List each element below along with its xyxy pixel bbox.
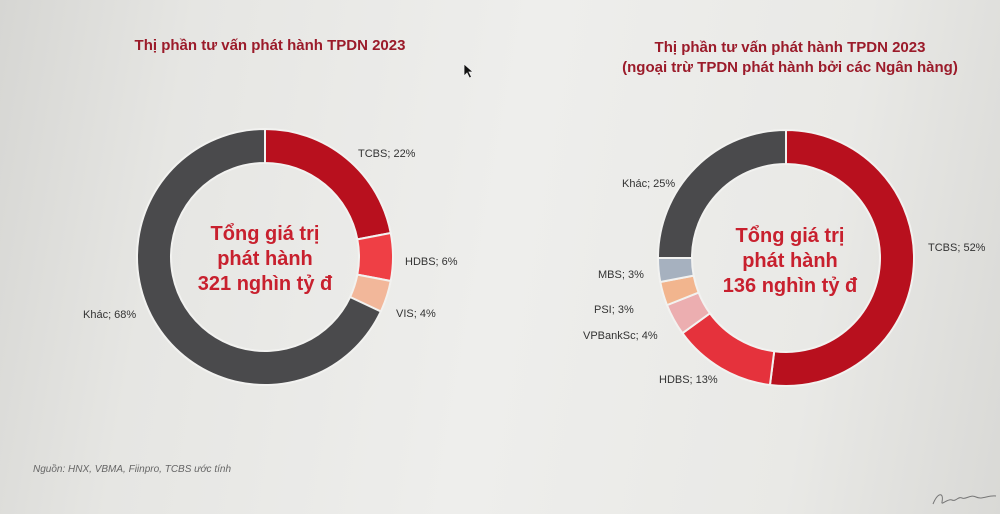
left-center-line-1: Tổng giá trị [210, 223, 320, 245]
left-chart-title: Thị phần tư vấn phát hành TPDN 2023 [60, 36, 480, 56]
right-center-line-1: Tổng giá trị [735, 225, 845, 247]
slice-label-mbs: MBS; 3% [598, 269, 644, 281]
right-center-line-3: 136 nghìn tỷ đ [722, 275, 858, 297]
slice-label-hdbs: HDBS; 13% [659, 374, 718, 386]
signature-icon [932, 494, 997, 505]
left-center-line-3: 321 nghìn tỷ đ [197, 273, 333, 295]
mouse-cursor-icon [463, 63, 475, 79]
slice-label-hdbs: HDBS; 6% [405, 256, 458, 268]
slice-khác [136, 127, 383, 386]
left-chart-title-text: Thị phần tư vấn phát hành TPDN 2023 [134, 37, 406, 54]
slice-label-vis: VIS; 4% [396, 308, 436, 320]
slice-label-tcbs: TCBS; 52% [928, 242, 986, 254]
slice-label-tcbs: TCBS; 22% [358, 148, 416, 160]
slice-khác [656, 128, 787, 259]
slice-label-khác: Khác; 25% [622, 178, 675, 190]
right-center-line-2: phát hành [742, 250, 838, 272]
source-note: Nguồn: HNX, VBMA, Fiinpro, TCBS ước tính [33, 464, 232, 475]
slice-tcbs [768, 128, 915, 387]
left-center-label: Tổng giá trị phát hành 321 nghìn tỷ đ [165, 222, 365, 297]
right-chart-title-text: Thị phần tư vấn phát hành TPDN 2023 [654, 39, 926, 56]
right-chart-subtitle: (ngoại trừ TPDN phát hành bởi các Ngân h… [622, 59, 958, 76]
right-center-label: Tổng giá trị phát hành 136 nghìn tỷ đ [690, 224, 890, 299]
left-center-line-2: phát hành [217, 248, 313, 270]
slice-label-vpbanksc: VPBankSc; 4% [583, 330, 658, 342]
slice-label-khác: Khác; 68% [83, 309, 136, 321]
slice-label-psi: PSI; 3% [594, 304, 634, 316]
right-chart-title: Thị phần tư vấn phát hành TPDN 2023 (ngo… [560, 38, 1000, 78]
